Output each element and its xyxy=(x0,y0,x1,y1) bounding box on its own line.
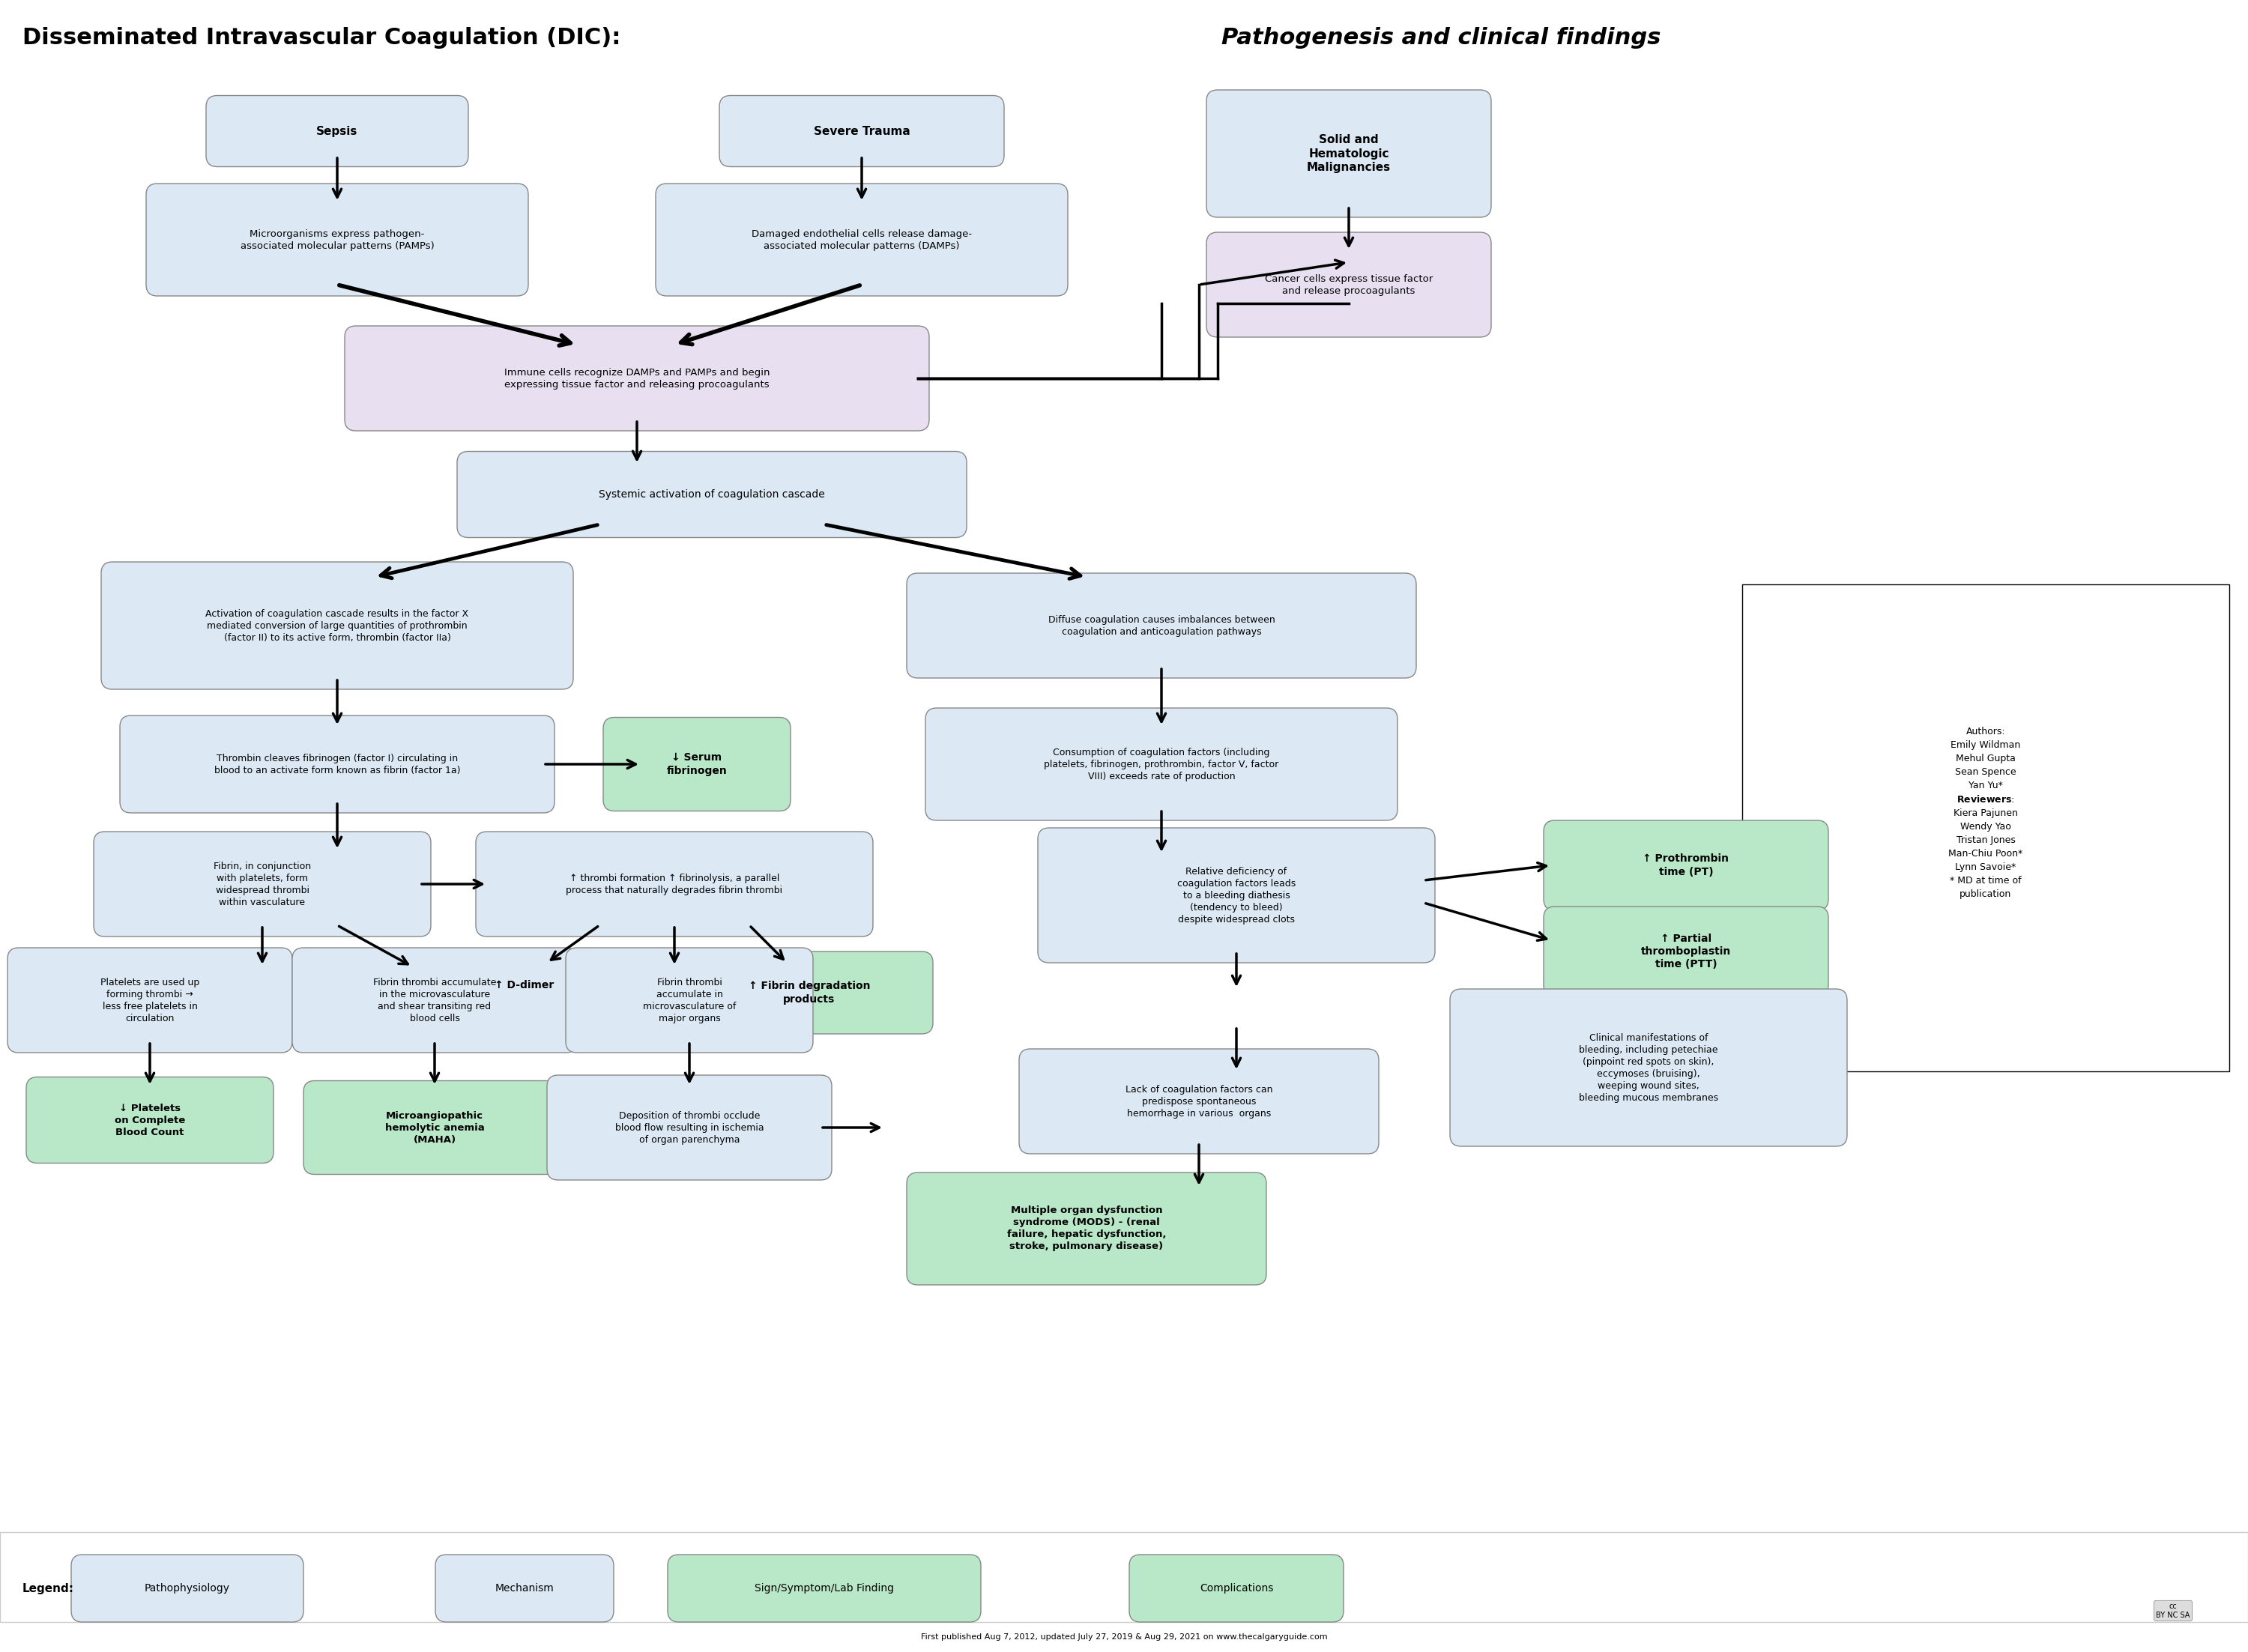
Text: Pathogenesis and clinical findings: Pathogenesis and clinical findings xyxy=(1221,26,1661,48)
Text: Consumption of coagulation factors (including
platelets, fibrinogen, prothrombin: Consumption of coagulation factors (incl… xyxy=(1043,747,1279,781)
Text: Sepsis: Sepsis xyxy=(317,126,357,137)
Text: Immune cells recognize DAMPs and PAMPs and begin
expressing tissue factor and re: Immune cells recognize DAMPs and PAMPs a… xyxy=(504,367,769,390)
Text: Microangiopathic
hemolytic anemia
(MAHA): Microangiopathic hemolytic anemia (MAHA) xyxy=(384,1110,483,1145)
FancyBboxPatch shape xyxy=(906,1173,1266,1285)
FancyBboxPatch shape xyxy=(1544,821,1828,910)
Text: Fibrin, in conjunction
with platelets, form
widespread thrombi
within vasculatur: Fibrin, in conjunction with platelets, f… xyxy=(214,861,310,907)
FancyBboxPatch shape xyxy=(668,1555,980,1622)
Text: Activation of coagulation cascade results in the factor X
mediated conversion of: Activation of coagulation cascade result… xyxy=(205,608,470,643)
FancyBboxPatch shape xyxy=(292,948,578,1052)
FancyBboxPatch shape xyxy=(119,715,555,813)
Text: Thrombin cleaves fibrinogen (factor I) circulating in
blood to an activate form : Thrombin cleaves fibrinogen (factor I) c… xyxy=(214,753,461,775)
Text: ↑ Partial
thromboplastin
time (PTT): ↑ Partial thromboplastin time (PTT) xyxy=(1641,933,1731,970)
Text: Clinical manifestations of
bleeding, including petechiae
(pinpoint red spots on : Clinical manifestations of bleeding, inc… xyxy=(1578,1032,1717,1102)
FancyBboxPatch shape xyxy=(566,948,814,1052)
FancyBboxPatch shape xyxy=(303,1080,566,1175)
Text: Platelets are used up
forming thrombi →
less free platelets in
circulation: Platelets are used up forming thrombi → … xyxy=(101,978,200,1023)
Text: Solid and
Hematologic
Malignancies: Solid and Hematologic Malignancies xyxy=(1306,134,1392,173)
FancyBboxPatch shape xyxy=(1207,89,1490,218)
FancyBboxPatch shape xyxy=(906,573,1416,677)
FancyBboxPatch shape xyxy=(94,831,432,937)
FancyBboxPatch shape xyxy=(27,1077,274,1163)
Text: ↑ thrombi formation ↑ fibrinolysis, a parallel
process that naturally degrades f: ↑ thrombi formation ↑ fibrinolysis, a pa… xyxy=(566,874,782,895)
Text: Multiple organ dysfunction
syndrome (MODS) - (renal
failure, hepatic dysfunction: Multiple organ dysfunction syndrome (MOD… xyxy=(1007,1206,1167,1252)
Text: Fibrin thrombi
accumulate in
microvasculature of
major organs: Fibrin thrombi accumulate in microvascul… xyxy=(643,978,735,1023)
Text: Mechanism: Mechanism xyxy=(495,1583,553,1594)
FancyBboxPatch shape xyxy=(432,950,618,1021)
FancyBboxPatch shape xyxy=(477,831,872,937)
FancyBboxPatch shape xyxy=(926,709,1398,821)
FancyBboxPatch shape xyxy=(146,183,528,296)
Text: Severe Trauma: Severe Trauma xyxy=(814,126,910,137)
FancyBboxPatch shape xyxy=(0,1531,2248,1622)
Text: Systemic activation of coagulation cascade: Systemic activation of coagulation casca… xyxy=(598,489,825,499)
FancyBboxPatch shape xyxy=(719,96,1005,167)
Text: ↓ Platelets
on Complete
Blood Count: ↓ Platelets on Complete Blood Count xyxy=(115,1104,184,1137)
FancyBboxPatch shape xyxy=(1450,990,1848,1146)
Text: Authors:
Emily Wildman
Mehul Gupta
Sean Spence
Yan Yu*
$\bf{Reviewers}$:
Kiera P: Authors: Emily Wildman Mehul Gupta Sean … xyxy=(1949,727,2023,899)
Text: Pathophysiology: Pathophysiology xyxy=(144,1583,229,1594)
FancyBboxPatch shape xyxy=(1039,828,1434,963)
FancyBboxPatch shape xyxy=(436,1555,614,1622)
Text: Relative deficiency of
coagulation factors leads
to a bleeding diathesis
(tenden: Relative deficiency of coagulation facto… xyxy=(1178,866,1295,923)
Text: Deposition of thrombi occlude
blood flow resulting in ischemia
of organ parenchy: Deposition of thrombi occlude blood flow… xyxy=(616,1110,764,1145)
Text: Diffuse coagulation causes imbalances between
coagulation and anticoagulation pa: Diffuse coagulation causes imbalances be… xyxy=(1048,615,1275,636)
FancyBboxPatch shape xyxy=(686,952,933,1034)
FancyBboxPatch shape xyxy=(101,562,573,689)
Text: ↑ Fibrin degradation
products: ↑ Fibrin degradation products xyxy=(749,981,870,1004)
Text: Disseminated Intravascular Coagulation (DIC):: Disseminated Intravascular Coagulation (… xyxy=(22,26,629,48)
Text: Sign/Symptom/Lab Finding: Sign/Symptom/Lab Finding xyxy=(755,1583,895,1594)
Text: Complications: Complications xyxy=(1200,1583,1272,1594)
FancyBboxPatch shape xyxy=(207,96,468,167)
FancyBboxPatch shape xyxy=(1742,585,2230,1072)
FancyBboxPatch shape xyxy=(1128,1555,1344,1622)
FancyBboxPatch shape xyxy=(456,451,967,537)
FancyBboxPatch shape xyxy=(72,1555,303,1622)
Text: Microorganisms express pathogen-
associated molecular patterns (PAMPs): Microorganisms express pathogen- associa… xyxy=(241,230,434,251)
Text: Lack of coagulation factors can
predispose spontaneous
hemorrhage in various  or: Lack of coagulation factors can predispo… xyxy=(1126,1084,1272,1118)
Text: First published Aug 7, 2012, updated July 27, 2019 & Aug 29, 2021 on www.thecalg: First published Aug 7, 2012, updated Jul… xyxy=(922,1634,1326,1640)
Text: Fibrin thrombi accumulate
in the microvasculature
and shear transiting red
blood: Fibrin thrombi accumulate in the microva… xyxy=(373,978,497,1023)
FancyBboxPatch shape xyxy=(1544,907,1828,996)
Text: Cancer cells express tissue factor
and release procoagulants: Cancer cells express tissue factor and r… xyxy=(1266,274,1432,296)
FancyBboxPatch shape xyxy=(1018,1049,1378,1153)
Text: ↑ D-dimer: ↑ D-dimer xyxy=(495,980,555,991)
FancyBboxPatch shape xyxy=(0,0,2248,79)
FancyBboxPatch shape xyxy=(7,948,292,1052)
Text: cc
BY NC SA: cc BY NC SA xyxy=(2156,1602,2190,1619)
Text: Legend:: Legend: xyxy=(22,1583,74,1594)
Text: Damaged endothelial cells release damage-
associated molecular patterns (DAMPs): Damaged endothelial cells release damage… xyxy=(751,230,971,251)
FancyBboxPatch shape xyxy=(344,325,928,431)
Text: ↓ Serum
fibrinogen: ↓ Serum fibrinogen xyxy=(668,752,726,776)
FancyBboxPatch shape xyxy=(602,717,791,811)
FancyBboxPatch shape xyxy=(1207,233,1490,337)
FancyBboxPatch shape xyxy=(656,183,1068,296)
Text: ↑ Prothrombin
time (PT): ↑ Prothrombin time (PT) xyxy=(1643,854,1729,877)
FancyBboxPatch shape xyxy=(546,1075,832,1180)
